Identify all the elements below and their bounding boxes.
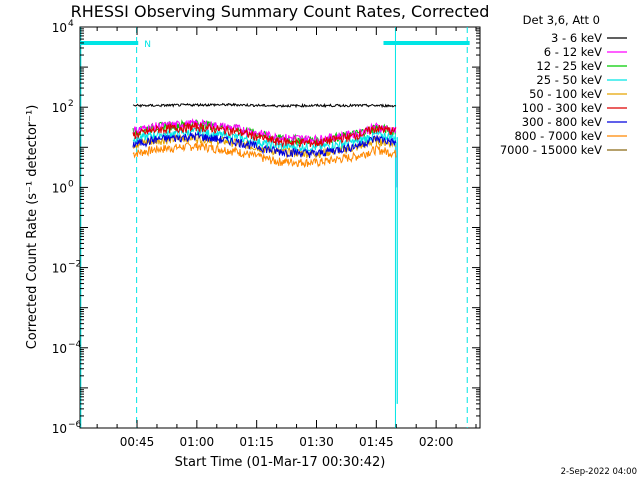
x-tick-label: 01:00 <box>180 435 215 449</box>
legend-label: 50 - 100 keV <box>529 87 602 101</box>
y-tick-exponent: 4 <box>68 19 74 29</box>
y-tick-label: 10 <box>52 262 67 276</box>
flag-label: N <box>144 40 151 50</box>
legend-label: 7000 - 15000 keV <box>500 143 602 157</box>
legend-label: 800 - 7000 keV <box>514 129 602 143</box>
chart-title: RHESSI Observing Summary Count Rates, Co… <box>71 2 490 21</box>
series-line <box>132 141 397 168</box>
date-stamp: 2-Sep-2022 04:00 <box>561 467 637 477</box>
series-line <box>132 131 397 159</box>
plot-frame <box>79 26 481 429</box>
x-tick-label: 01:30 <box>299 435 334 449</box>
y-axis-label: Corrected Count Rate (s⁻¹ detector⁻¹) <box>25 105 40 350</box>
y-tick-exponent: 0 <box>68 179 74 189</box>
y-tick-label: 10 <box>52 181 67 195</box>
legend-label: 300 - 800 keV <box>522 115 602 129</box>
legend-title: Det 3,6, Att 0 <box>523 13 600 27</box>
legend-label: 25 - 50 keV <box>536 73 602 87</box>
y-tick-exponent: −2 <box>68 260 81 270</box>
x-tick-label: 01:45 <box>359 435 394 449</box>
legend-label: 6 - 12 keV <box>544 45 602 59</box>
legend-label: 100 - 300 keV <box>522 101 602 115</box>
x-tick-label: 00:45 <box>120 435 155 449</box>
y-tick-label: 10 <box>52 101 67 115</box>
y-tick-exponent: 2 <box>68 99 74 109</box>
x-axis: 00:45 01:00 01:15 01:30 01:45 02:00 <box>96 27 477 449</box>
night-lines-group <box>80 27 468 428</box>
legend-label: 12 - 25 keV <box>536 59 602 73</box>
x-axis-label: Start Time (01-Mar-17 00:30:42) <box>175 455 386 470</box>
x-tick-label: 01:15 <box>239 435 274 449</box>
y-tick-exponent: −4 <box>68 340 82 350</box>
y-tick-label: 10 <box>52 342 67 356</box>
legend-label: 3 - 6 keV <box>551 31 602 45</box>
series-group <box>132 102 398 404</box>
y-tick-exponent: −6 <box>68 420 82 430</box>
flags-group: N <box>80 40 470 50</box>
x-tick-label: 02:00 <box>419 435 454 449</box>
y-tick-label: 10 <box>52 21 67 35</box>
series-line <box>132 102 397 109</box>
series-line <box>132 122 397 149</box>
y-tick-label: 10 <box>52 422 67 436</box>
